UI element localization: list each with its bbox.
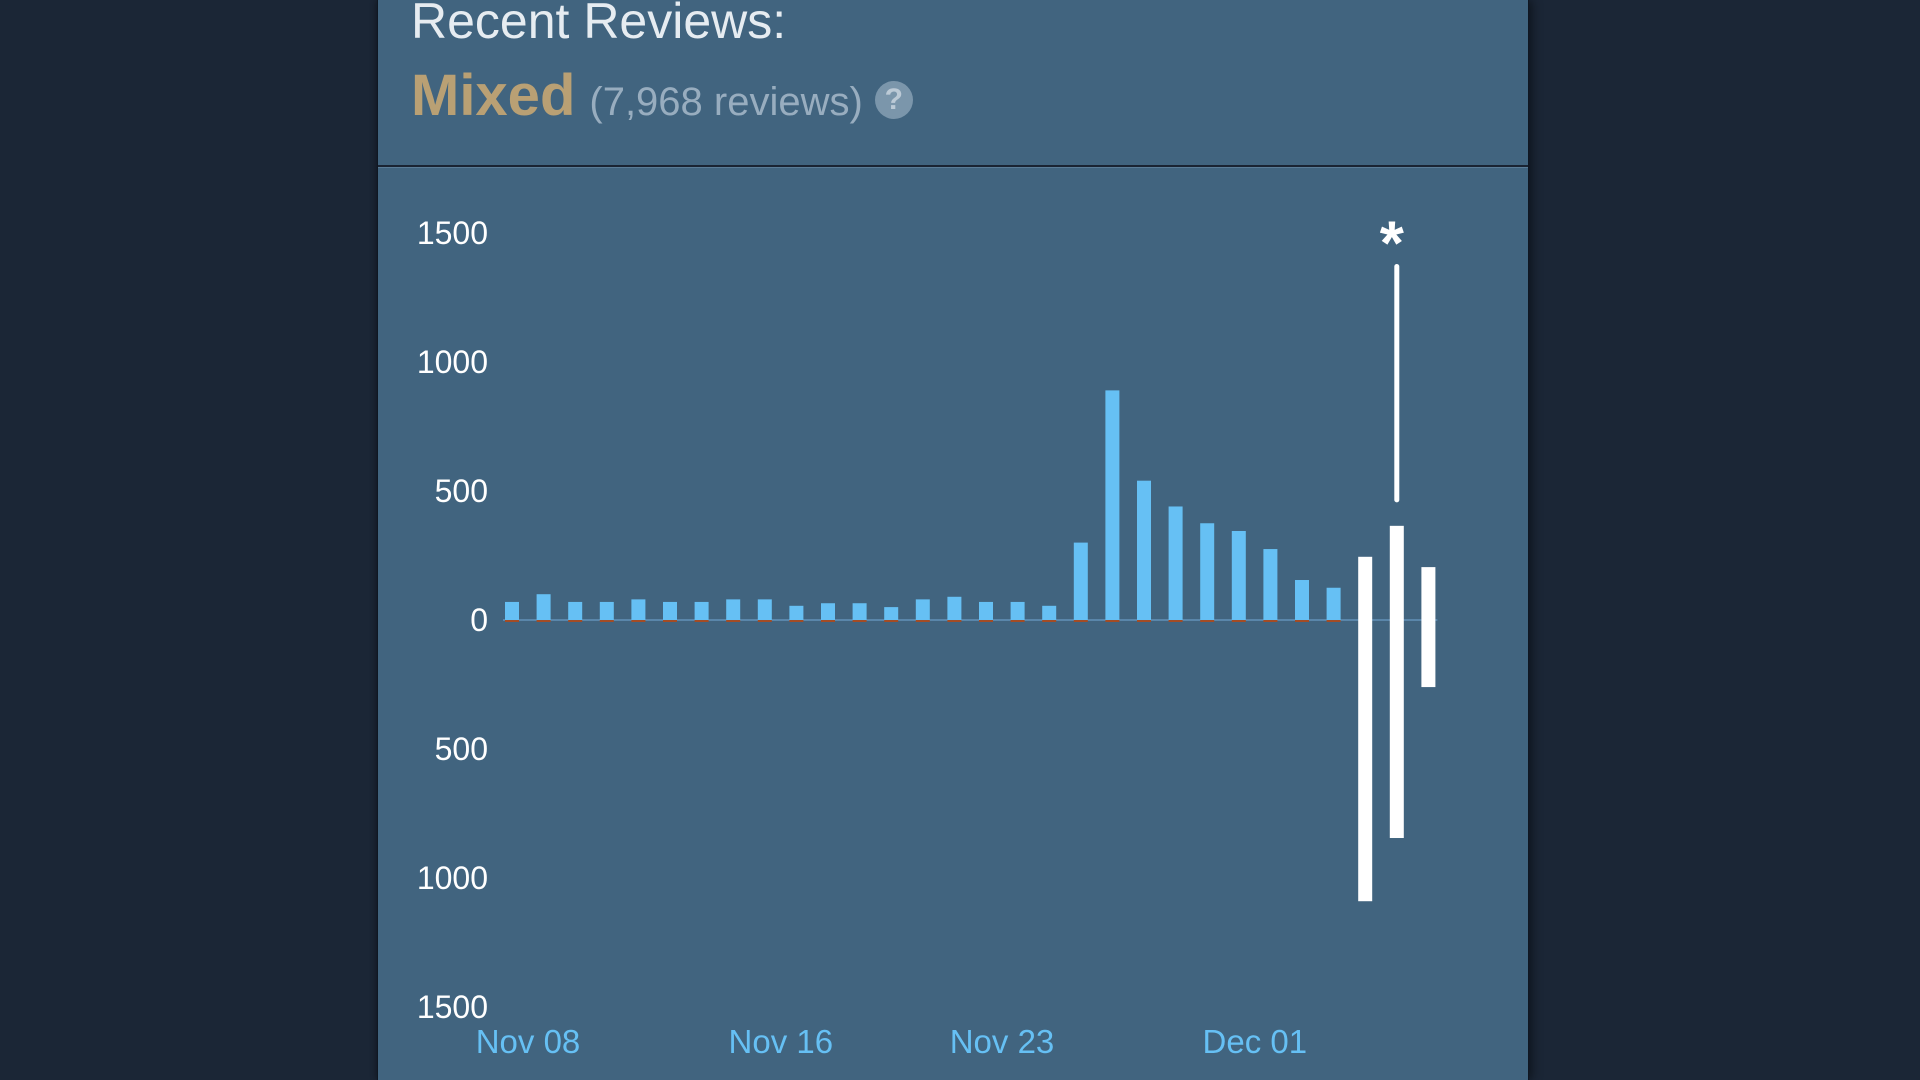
reviews-panel: Recent Reviews: Mixed (7,968 reviews) ? …	[378, 0, 1528, 1080]
negative-bar[interactable]	[1137, 620, 1151, 622]
positive-bar[interactable]	[789, 605, 804, 620]
positive-bar[interactable]	[884, 607, 899, 620]
positive-bar[interactable]	[1421, 567, 1436, 620]
positive-bar[interactable]	[1389, 525, 1404, 620]
y-tick-label: 1500	[417, 989, 488, 1025]
y-tick-label: 0	[470, 602, 488, 638]
negative-bar[interactable]	[536, 620, 551, 622]
x-axis-ticks: Nov 08 Nov 16 Nov 23 Dec 01	[476, 1023, 1307, 1060]
negative-bar[interactable]	[1389, 620, 1404, 839]
negative-bar[interactable]	[1358, 620, 1373, 902]
question-mark-icon[interactable]: ?	[874, 81, 913, 119]
positive-bar[interactable]	[536, 594, 551, 620]
negative-bar[interactable]	[979, 620, 993, 622]
negative-bar[interactable]	[1231, 620, 1246, 622]
positive-bar[interactable]	[1263, 549, 1278, 620]
negative-bar[interactable]	[568, 620, 583, 622]
annotation-marker: *	[1380, 210, 1405, 279]
negative-bar[interactable]	[757, 620, 772, 622]
negative-bar[interactable]	[1326, 620, 1341, 622]
y-axis-ticks: 1500 1000 500 0 500 1000 1500	[417, 215, 488, 1025]
x-tick-label: Nov 23	[950, 1023, 1055, 1060]
negative-bar[interactable]	[694, 620, 709, 622]
header-divider	[378, 165, 1528, 167]
y-tick-label: 500	[435, 731, 488, 767]
negative-bar[interactable]	[1010, 620, 1025, 622]
positive-bar[interactable]	[1200, 523, 1215, 620]
x-tick-label: Dec 01	[1203, 1023, 1308, 1060]
negative-bar[interactable]	[789, 620, 804, 622]
positive-bar[interactable]	[947, 596, 962, 620]
positive-bar[interactable]	[1168, 506, 1183, 620]
reviews-header: Recent Reviews: Mixed (7,968 reviews) ?	[378, 0, 1528, 165]
positive-bar[interactable]	[1073, 542, 1088, 620]
positive-bar[interactable]	[599, 601, 614, 620]
negative-bar[interactable]	[1168, 620, 1183, 622]
negative-bar[interactable]	[631, 620, 646, 622]
y-tick-label: 1000	[417, 344, 488, 380]
negative-bar[interactable]	[1105, 620, 1120, 622]
negative-bar[interactable]	[1200, 620, 1215, 622]
positive-bar[interactable]	[915, 599, 930, 620]
negative-bar[interactable]	[1421, 620, 1436, 688]
negative-bar[interactable]	[947, 620, 962, 622]
negative-bar[interactable]	[1295, 620, 1309, 622]
y-tick-label: 500	[435, 473, 488, 509]
negative-bar[interactable]	[884, 620, 899, 622]
positive-bar[interactable]	[568, 601, 583, 620]
positive-bar[interactable]	[757, 599, 772, 620]
positive-bar[interactable]	[631, 599, 646, 620]
header-divider-highlight	[378, 167, 1528, 168]
positive-bar[interactable]	[663, 601, 677, 620]
negative-bar[interactable]	[1042, 620, 1057, 622]
recent-reviews-title: Recent Reviews:	[411, 0, 787, 49]
negative-bar[interactable]	[1263, 620, 1278, 622]
positive-bar[interactable]	[1358, 556, 1373, 620]
negative-bar[interactable]	[505, 620, 519, 622]
y-tick-label: 1500	[417, 215, 488, 251]
positive-bar[interactable]	[1326, 587, 1341, 620]
positive-bar[interactable]	[1042, 605, 1057, 620]
positive-bar[interactable]	[726, 599, 741, 620]
positive-bar[interactable]	[1231, 530, 1246, 620]
negative-bar[interactable]	[726, 620, 741, 622]
negative-bar[interactable]	[852, 620, 867, 622]
positive-bar[interactable]	[821, 603, 835, 620]
negative-bar[interactable]	[663, 620, 677, 622]
positive-bar[interactable]	[852, 603, 867, 620]
review-bars	[505, 390, 1436, 902]
positive-bar[interactable]	[1105, 390, 1120, 620]
y-tick-label: 1000	[417, 860, 488, 896]
positive-bar[interactable]	[1010, 601, 1025, 620]
review-count: (7,968 reviews)	[589, 80, 863, 124]
positive-bar[interactable]	[1295, 580, 1309, 620]
positive-bar[interactable]	[1137, 480, 1151, 620]
negative-bar[interactable]	[821, 620, 835, 622]
x-tick-label: Nov 08	[476, 1023, 581, 1060]
positive-bar[interactable]	[979, 601, 993, 620]
review-summary-row: Mixed (7,968 reviews) ?	[411, 62, 913, 129]
negative-bar[interactable]	[599, 620, 614, 622]
negative-bar[interactable]	[915, 620, 930, 622]
negative-bar[interactable]	[1073, 620, 1088, 622]
positive-bar[interactable]	[694, 601, 709, 620]
x-tick-label: Nov 16	[729, 1023, 834, 1060]
chart-annotation: *	[1380, 210, 1405, 503]
review-summary-label[interactable]: Mixed	[411, 63, 576, 128]
positive-bar[interactable]	[505, 601, 519, 620]
